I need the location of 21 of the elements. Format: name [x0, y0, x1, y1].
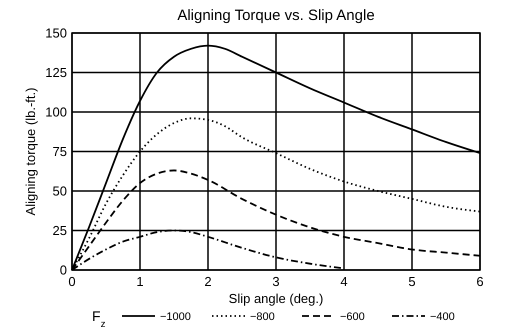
y-axis-title: Aligning torque (lb.-ft.)	[23, 88, 38, 216]
legend-title: F$_{z}$	[92, 308, 106, 330]
y-tick-label: 50	[52, 184, 67, 198]
x-tick-label: 1	[136, 274, 144, 289]
x-tick-label: 6	[476, 274, 484, 289]
y-tick-label: 125	[45, 65, 67, 80]
legend-label: −600	[340, 311, 365, 323]
x-axis-title: Slip angle (deg.)	[228, 291, 324, 306]
x-tick-label: 3	[272, 274, 280, 289]
legend-label: −400	[430, 311, 455, 323]
x-tick-label: 5	[408, 274, 416, 289]
x-tick-label: 4	[340, 274, 348, 289]
x-tick-label: 2	[204, 274, 212, 289]
chart-title: Aligning Torque vs. Slip Angle	[177, 7, 375, 24]
legend-label: −1000	[160, 311, 191, 323]
y-tick-label: 100	[45, 104, 67, 120]
y-tick-label: 150	[45, 26, 67, 40]
y-tick-label: 25	[52, 223, 67, 238]
y-tick-label: 0	[60, 262, 67, 278]
y-tick-label: 75	[52, 144, 67, 159]
legend-label: −800	[250, 311, 275, 323]
